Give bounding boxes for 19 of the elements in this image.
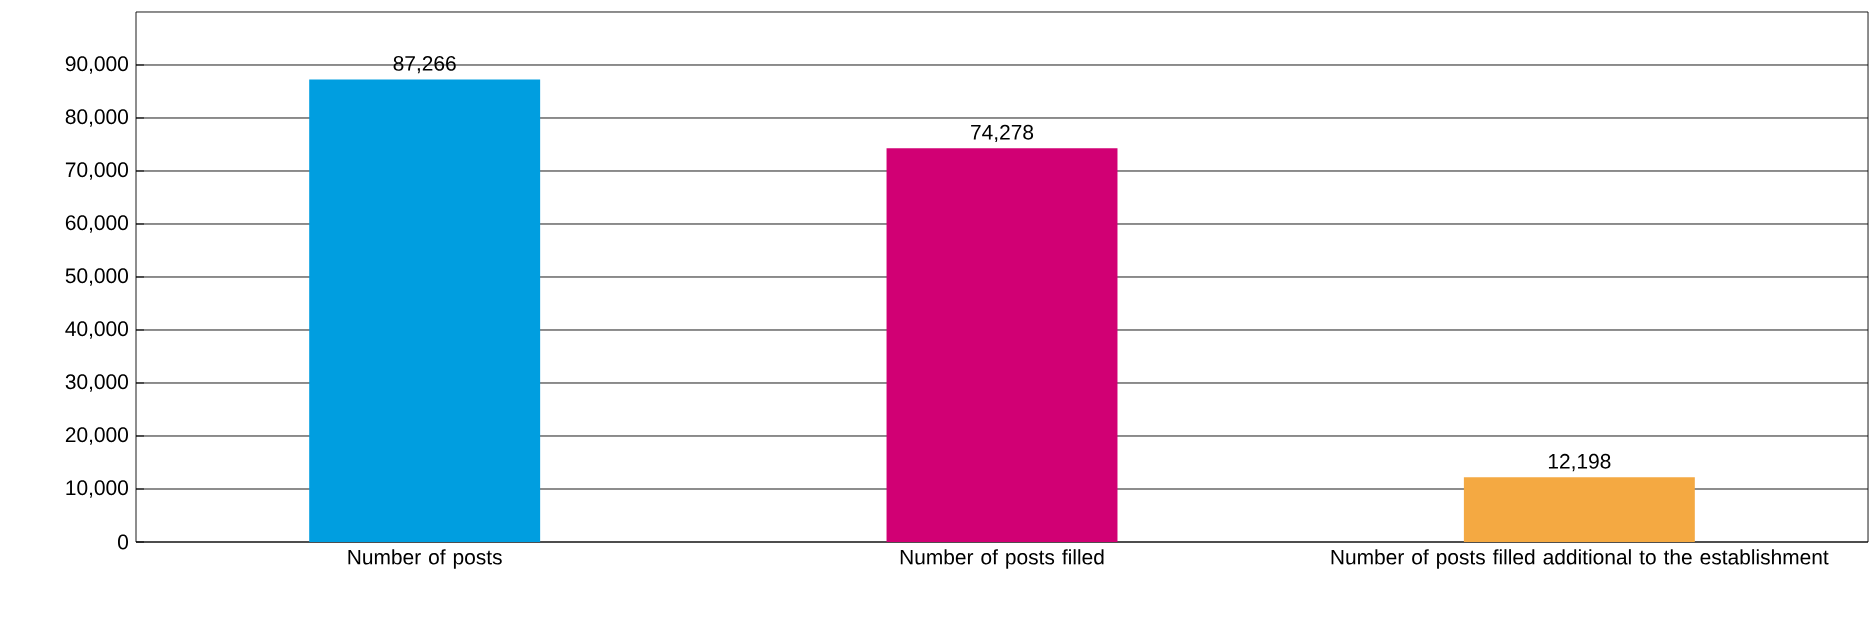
x-tick-label: Number of posts filled [900,549,1104,569]
y-tick-label: 20,000 [65,427,128,445]
y-tick-label: 50,000 [65,268,128,286]
y-tick-label: 0 [118,534,129,550]
data-label: 87,266 [393,56,456,74]
data-label: 74,278 [971,124,1034,143]
y-tick-label: 60,000 [65,215,128,233]
y-tick-label: 90,000 [65,56,128,74]
bar [1463,477,1695,542]
y-tick-label: 70,000 [65,162,128,180]
x-tick-label: Number of posts [348,549,502,569]
y-tick-label: 80,000 [65,109,128,127]
data-label: 12,198 [1548,453,1611,472]
x-tick-label: Number of posts filled additional to the establishment [1331,549,1829,569]
y-tick-label: 40,000 [65,321,128,339]
bar [886,148,1118,542]
bar [309,79,541,542]
y-tick-label: 30,000 [65,374,128,392]
y-tick-label: 10,000 [66,480,128,498]
